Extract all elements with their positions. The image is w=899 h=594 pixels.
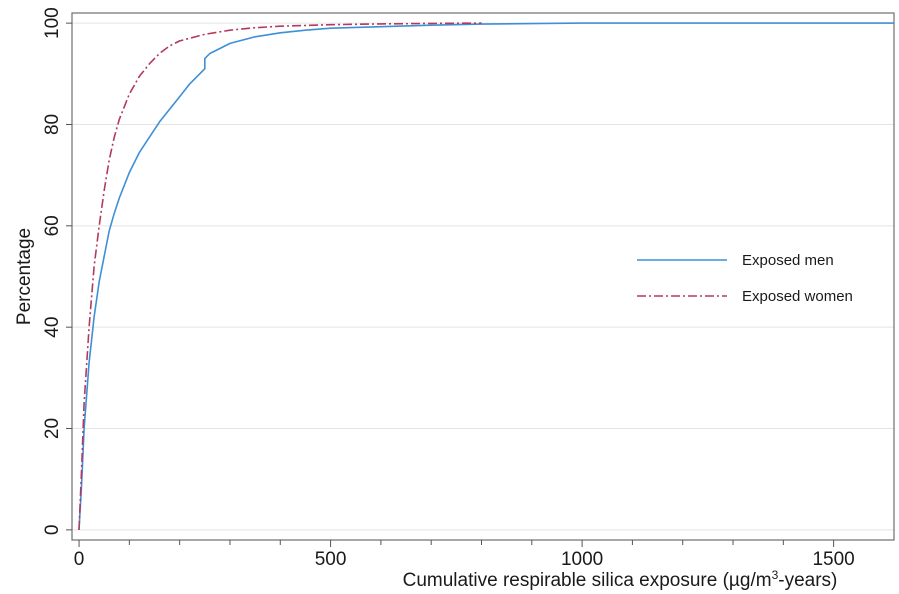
x-axis: 0 500 1000 1500 — [74, 540, 855, 570]
plot-frame — [71, 12, 895, 541]
series-line-1 — [78, 22, 482, 530]
series-lines — [78, 22, 894, 530]
legend-label-1: Exposed women — [742, 288, 853, 305]
y-tick-label-2: 40 — [42, 317, 63, 338]
y-tick-label-1: 20 — [42, 418, 63, 439]
legend: Exposed men Exposed women — [637, 252, 853, 305]
y-tick-label-5: 100 — [42, 7, 63, 39]
x-tick-label-1: 500 — [315, 549, 347, 570]
x-axis-title-main: Cumulative respirable silica exposure (µ… — [403, 570, 772, 591]
y-tick-label-4: 80 — [42, 114, 63, 135]
y-axis-title: Percentage — [14, 228, 35, 325]
y-axis: 0 20 40 60 80 100 — [42, 7, 72, 535]
x-axis-title: Cumulative respirable silica exposure (µ… — [403, 568, 838, 591]
x-axis-title-superscript: 3 — [772, 568, 779, 582]
y-tick-label-0: 0 — [42, 525, 63, 536]
x-tick-label-0: 0 — [74, 549, 85, 570]
y-tick-label-3: 60 — [42, 215, 63, 236]
series-line-0 — [78, 22, 894, 530]
x-tick-label-2: 1000 — [561, 549, 603, 570]
x-tick-label-3: 1500 — [812, 549, 854, 570]
gridlines — [72, 22, 894, 531]
x-axis-title-suffix: -years) — [778, 570, 837, 591]
legend-label-0: Exposed men — [742, 252, 834, 269]
